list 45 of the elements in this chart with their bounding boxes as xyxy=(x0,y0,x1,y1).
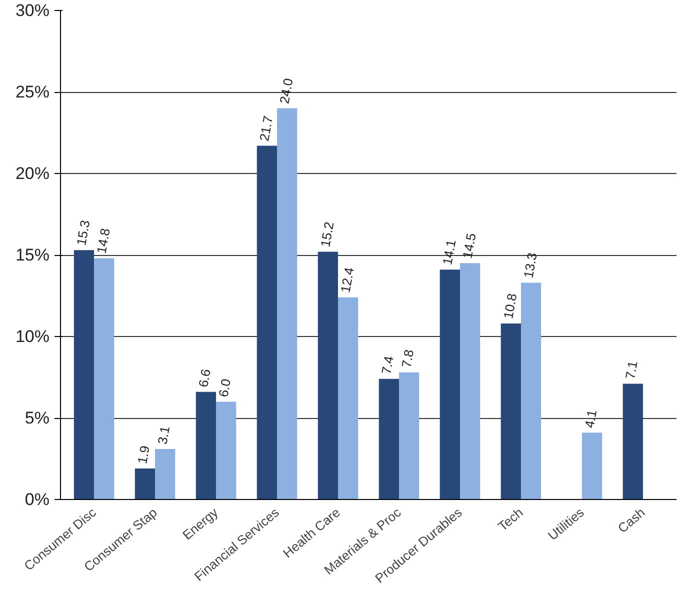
data-label: 21.7 xyxy=(256,114,276,142)
bar xyxy=(277,108,298,500)
data-label: 7.4 xyxy=(378,354,396,376)
x-tick-label: Cash xyxy=(614,504,648,536)
bar xyxy=(520,282,542,500)
data-label: 4.1 xyxy=(582,408,600,430)
data-label: 12.4 xyxy=(338,266,357,294)
data-label: 7.8 xyxy=(398,348,417,369)
y-tick-label: 25% xyxy=(15,82,50,102)
bar xyxy=(338,297,358,500)
data-label: 6.6 xyxy=(196,368,214,388)
data-label: 14.8 xyxy=(94,227,113,255)
data-label: 6.0 xyxy=(216,378,234,398)
data-label: 1.9 xyxy=(134,444,152,465)
y-tick-label: 20% xyxy=(15,164,50,183)
y-tick-label: 5% xyxy=(24,408,50,428)
data-label: 24.0 xyxy=(276,77,296,105)
bar xyxy=(256,146,278,500)
bar xyxy=(378,378,399,500)
bar xyxy=(216,402,236,500)
data-label: 15.3 xyxy=(74,218,93,247)
y-tick-label: 30% xyxy=(15,1,50,20)
data-label: 13.3 xyxy=(520,252,540,280)
y-tick-label: 0% xyxy=(24,490,50,509)
bar xyxy=(440,270,460,500)
bar xyxy=(134,468,156,500)
data-label: 15.2 xyxy=(318,220,337,248)
bar xyxy=(582,432,602,500)
data-label: 7.1 xyxy=(622,360,640,380)
bar xyxy=(74,250,94,500)
x-tick-label: Tech xyxy=(495,504,526,534)
bar xyxy=(155,448,176,500)
bar xyxy=(622,384,643,500)
y-tick-label: 15% xyxy=(15,246,50,264)
bar xyxy=(500,323,521,500)
bar xyxy=(460,263,480,500)
bar xyxy=(318,252,338,500)
bar xyxy=(94,258,114,500)
data-label: 3.1 xyxy=(154,424,173,446)
data-label: 10.8 xyxy=(500,292,520,320)
bar xyxy=(196,392,216,500)
data-label: 14.1 xyxy=(440,238,459,266)
y-tick-label: 10% xyxy=(15,327,50,346)
bar xyxy=(398,372,420,500)
data-label: 14.5 xyxy=(460,232,479,260)
